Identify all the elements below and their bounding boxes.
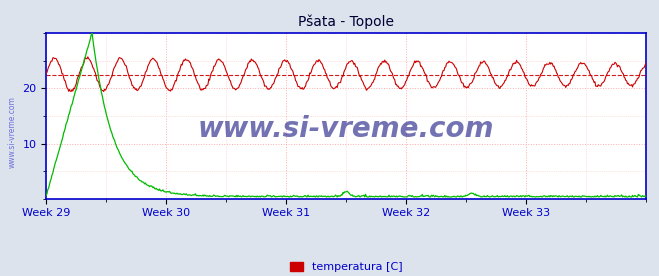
Text: www.si-vreme.com: www.si-vreme.com	[8, 97, 17, 168]
Text: www.si-vreme.com: www.si-vreme.com	[198, 115, 494, 143]
Title: Pšata - Topole: Pšata - Topole	[298, 15, 394, 29]
Legend: temperatura [C], pretok [m3/s]: temperatura [C], pretok [m3/s]	[285, 257, 407, 276]
